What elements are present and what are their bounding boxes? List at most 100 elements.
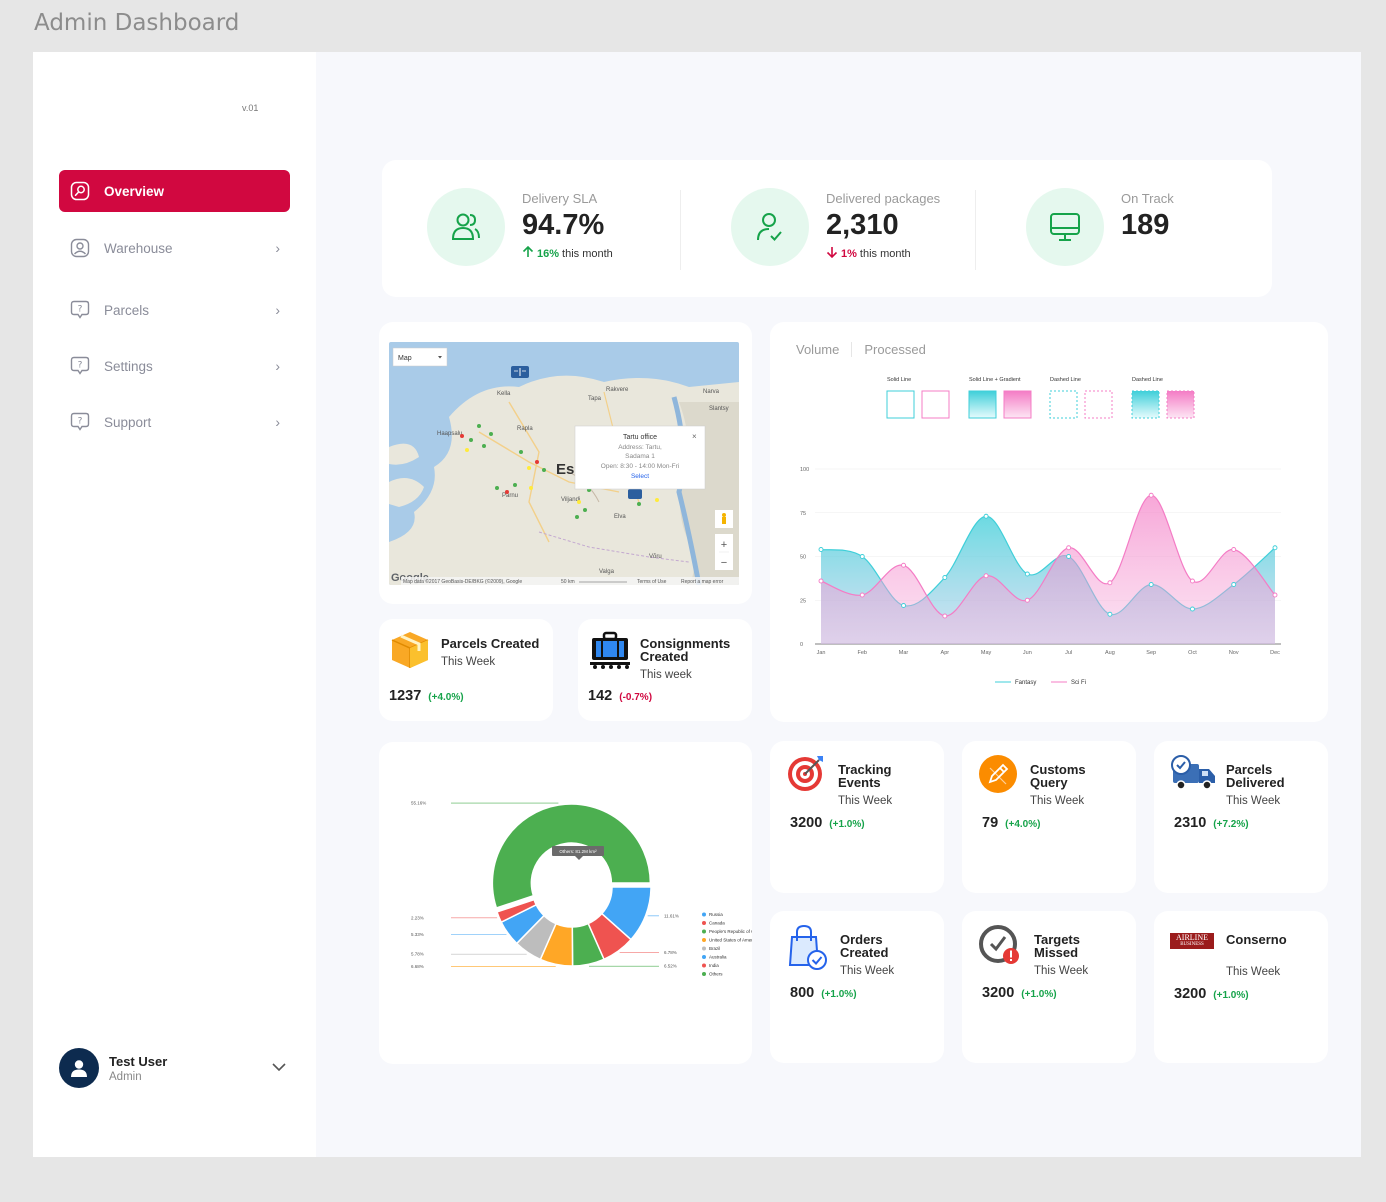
slice-label: 2.23% bbox=[411, 915, 424, 920]
sidebar-item-label: Support bbox=[104, 414, 152, 430]
x-tick-label: Apr bbox=[941, 650, 950, 656]
sidebar-item-overview[interactable]: Overview bbox=[59, 170, 290, 212]
style-swatch[interactable] bbox=[921, 390, 950, 419]
data-point[interactable] bbox=[942, 613, 948, 619]
data-point[interactable] bbox=[1107, 611, 1113, 617]
data-point[interactable] bbox=[859, 592, 865, 598]
map-place-label: Tapa bbox=[588, 396, 602, 402]
line-style-label: Dashed Line bbox=[1050, 377, 1081, 383]
stat-value: 3200 bbox=[982, 985, 1015, 1001]
donut-slice[interactable] bbox=[491, 803, 652, 909]
map-type-selector[interactable]: Map bbox=[392, 347, 448, 367]
data-point[interactable] bbox=[1272, 592, 1278, 598]
stat-title: Missed bbox=[1034, 945, 1079, 960]
data-point[interactable] bbox=[1148, 492, 1154, 498]
data-point[interactable] bbox=[983, 573, 989, 579]
sidebar-item-parcels[interactable]: ? Parcels › bbox=[59, 289, 290, 331]
data-point[interactable] bbox=[1107, 580, 1113, 586]
legend-label[interactable]: People's Republic of China bbox=[709, 929, 752, 934]
street-view-icon[interactable] bbox=[715, 510, 733, 528]
parcels-icon: ? bbox=[69, 299, 91, 321]
legend-label[interactable]: Canada bbox=[709, 921, 725, 926]
data-point[interactable] bbox=[1066, 545, 1072, 551]
monitor-icon bbox=[1026, 188, 1104, 266]
legend-label[interactable]: Brazil bbox=[709, 946, 720, 951]
style-swatch[interactable] bbox=[886, 390, 915, 419]
map-terms-link[interactable]: Terms of Use bbox=[637, 579, 667, 585]
x-tick-label: Oct bbox=[1188, 650, 1197, 656]
data-point[interactable] bbox=[818, 547, 824, 552]
map-popup-select-link[interactable]: Select bbox=[631, 473, 649, 480]
legend-label[interactable]: Others bbox=[709, 972, 723, 977]
legend-label[interactable]: United States of America bbox=[709, 938, 752, 943]
kpi-label: On Track bbox=[1121, 191, 1174, 206]
stat-subtitle: This Week bbox=[441, 656, 496, 668]
map-place-label: Rakvere bbox=[606, 387, 629, 393]
data-point[interactable] bbox=[901, 603, 906, 608]
sidebar-item-support[interactable]: ? Support › bbox=[59, 401, 290, 443]
user-menu[interactable]: Test User Admin bbox=[59, 1047, 290, 1089]
chevron-down-icon[interactable] bbox=[272, 1059, 286, 1077]
stat-subtitle: This Week bbox=[1034, 965, 1089, 977]
x-tick-label: Dec bbox=[1270, 650, 1280, 656]
chevron-right-icon: › bbox=[275, 358, 280, 374]
data-point[interactable] bbox=[818, 578, 824, 584]
style-swatch[interactable] bbox=[1166, 390, 1195, 419]
donut-chart: 11.61% 6.78% 6.52% 6.68% 5.78% 5.33% 2.23% 55.1… bbox=[411, 801, 752, 977]
svg-text:+: + bbox=[721, 539, 727, 551]
divider bbox=[680, 190, 681, 270]
sidebar-item-settings[interactable]: ? Settings › bbox=[59, 345, 290, 387]
data-point[interactable] bbox=[859, 554, 865, 559]
customs-query-card: Customs Query This Week 79 (+4.0%) bbox=[962, 741, 1136, 893]
svg-text:Address: Tartu,: Address: Tartu, bbox=[618, 444, 662, 451]
line-style-label: Dashed Line bbox=[1132, 377, 1163, 383]
map-place-label: Pärnu bbox=[502, 493, 518, 499]
legend-label[interactable]: Australia bbox=[709, 955, 727, 960]
donut-slice[interactable] bbox=[496, 898, 538, 924]
tab-processed[interactable]: Processed bbox=[864, 342, 926, 357]
area-series-fill bbox=[821, 495, 1275, 644]
data-point[interactable] bbox=[1066, 554, 1072, 559]
line-style-label: Solid Line + Gradient bbox=[969, 377, 1021, 383]
stat-change: (+1.0%) bbox=[829, 819, 865, 830]
legend-label[interactable]: Russia bbox=[709, 912, 723, 917]
slice-label: 11.61% bbox=[664, 913, 679, 918]
svg-text:Open: 8:30 - 14:00 Mon-Fri: Open: 8:30 - 14:00 Mon-Fri bbox=[601, 463, 679, 470]
map[interactable]: Kella Rakvere Narva Tapa Rapla Haapsalu … bbox=[389, 342, 739, 585]
legend-swatch bbox=[702, 946, 706, 951]
stat-title: Conserno bbox=[1226, 932, 1287, 947]
sidebar-item-label: Overview bbox=[104, 183, 165, 199]
style-swatch[interactable] bbox=[1049, 390, 1078, 419]
data-point[interactable] bbox=[1231, 547, 1237, 552]
map-report-link[interactable]: Report a map error bbox=[681, 579, 724, 585]
zoom-control[interactable]: +− bbox=[715, 534, 733, 570]
data-point[interactable] bbox=[1190, 606, 1195, 612]
data-point[interactable] bbox=[1190, 578, 1195, 584]
style-swatch[interactable] bbox=[1131, 390, 1160, 419]
svg-text:−: − bbox=[721, 557, 727, 569]
close-icon[interactable]: × bbox=[692, 432, 697, 441]
y-tick-label: 75 bbox=[800, 511, 806, 517]
legend-label[interactable]: India bbox=[709, 963, 719, 968]
style-swatch[interactable] bbox=[1003, 390, 1032, 419]
data-point[interactable] bbox=[1231, 582, 1237, 587]
data-point[interactable] bbox=[1024, 597, 1030, 603]
tab-volume[interactable]: Volume bbox=[796, 342, 853, 357]
data-point[interactable] bbox=[1148, 582, 1154, 587]
data-point[interactable] bbox=[1272, 545, 1278, 551]
legend-swatch bbox=[702, 938, 706, 942]
kpi-on-track: On Track 189 bbox=[1026, 188, 1174, 266]
map-marker[interactable] bbox=[460, 424, 659, 519]
style-swatch[interactable] bbox=[968, 390, 997, 419]
book-marker-icon[interactable] bbox=[511, 366, 529, 378]
data-point[interactable] bbox=[942, 575, 948, 580]
sidebar-item-warehouse[interactable]: Warehouse › bbox=[59, 227, 290, 269]
kpi-value: 189 bbox=[1121, 209, 1170, 241]
style-swatch[interactable] bbox=[1084, 390, 1113, 419]
book-marker-icon[interactable] bbox=[628, 489, 642, 499]
parcels-created-card: Parcels Created This Week 1237 (+4.0%) bbox=[379, 619, 553, 721]
kpi-change-text: this month bbox=[859, 247, 911, 260]
data-point[interactable] bbox=[1024, 571, 1030, 577]
data-point[interactable] bbox=[901, 562, 906, 568]
data-point[interactable] bbox=[983, 513, 989, 519]
